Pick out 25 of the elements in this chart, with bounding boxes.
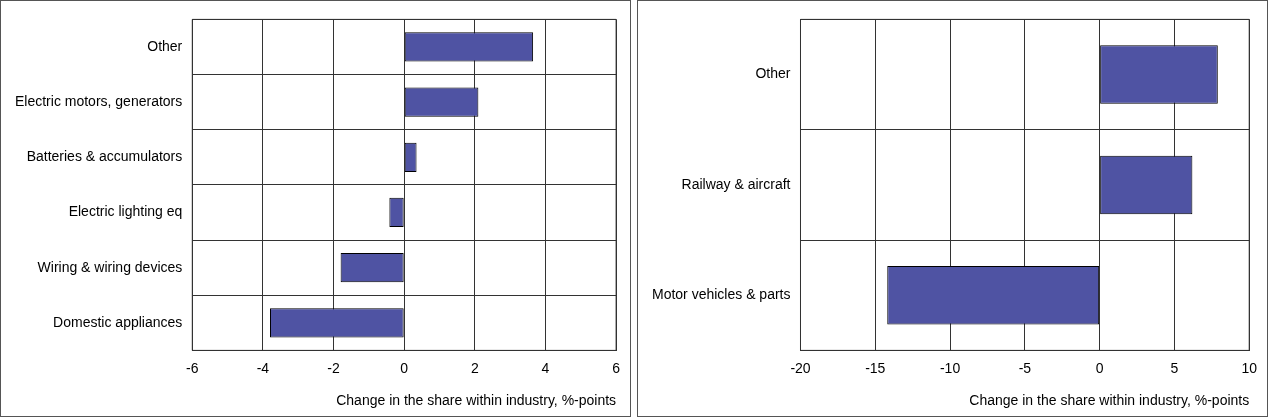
y-tick-label: Electric lighting eq xyxy=(68,203,183,220)
y-tick-label: Batteries & accumulators xyxy=(26,148,183,165)
x-tick-label: -10 xyxy=(939,359,961,376)
x-tick-label: -5 xyxy=(1018,359,1032,376)
x-tick-label: 0 xyxy=(400,359,409,376)
y-tick-label: Wiring & wiring devices xyxy=(37,258,183,275)
x-tick-label: -2 xyxy=(327,359,340,376)
x-tick-label: 4 xyxy=(541,359,550,376)
x-axis-title: Change in the share within industry, %-points xyxy=(336,392,617,409)
x-tick-label: -4 xyxy=(256,359,270,376)
x-tick-label: -15 xyxy=(865,359,886,376)
y-tick-label: Other xyxy=(147,37,183,54)
y-tick-label: Railway & aircraft xyxy=(681,175,791,192)
x-tick-label: 6 xyxy=(612,359,621,376)
y-tick-label: Motor vehicles & parts xyxy=(652,286,791,303)
x-tick-label: -6 xyxy=(186,359,199,376)
x-tick-label: 0 xyxy=(1095,359,1104,376)
x-axis-title: Change in the share within industry, %-points xyxy=(969,392,1250,409)
x-tick-label: 2 xyxy=(470,359,479,376)
y-tick-label: Other xyxy=(755,65,791,82)
x-tick-label: -20 xyxy=(790,359,811,376)
x-tick-label: 10 xyxy=(1241,359,1258,376)
x-tick-label: 5 xyxy=(1170,359,1179,376)
y-tick-label: Electric motors, generators xyxy=(14,93,183,110)
y-tick-label: Domestic appliances xyxy=(53,313,183,330)
